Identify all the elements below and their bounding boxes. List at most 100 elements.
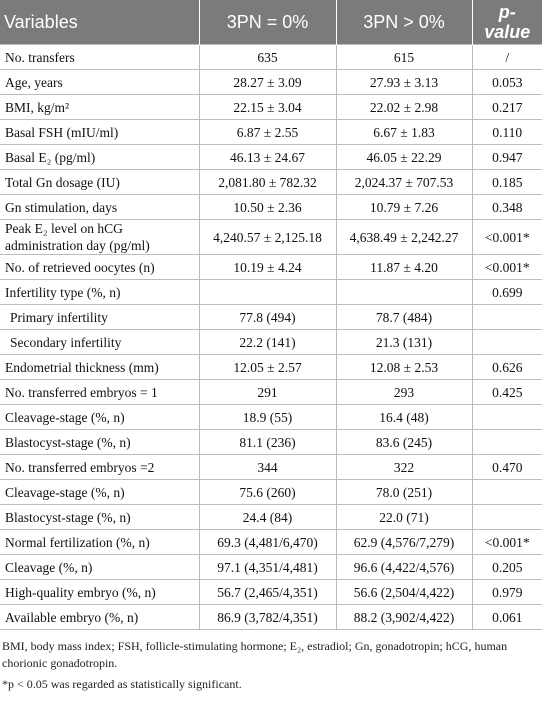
- table-row: Endometrial thickness (mm) 12.05 ± 2.57 12…: [0, 354, 542, 380]
- table-cell: 615: [335, 44, 473, 70]
- table-cell: High-quality embryo (%, n): [0, 579, 200, 605]
- table-cell: 2,024.37 ± 707.53: [335, 169, 473, 195]
- table-cell: 75.6 (260): [198, 479, 337, 505]
- data-table: Variables 3PN = 0% 3PN > 0% p-value No. tra…: [0, 0, 542, 630]
- table-cell: [471, 404, 542, 430]
- table-row: Available embryo (%, n) 86.9 (3,782/4,351…: [0, 604, 542, 630]
- table-cell: Gn stimulation, days: [0, 194, 200, 220]
- table-cell: <0.001*: [471, 254, 542, 280]
- table-cell: Basal FSH (mIU/ml): [0, 119, 200, 145]
- table-cell: 12.05 ± 2.57: [198, 354, 337, 380]
- table-cell: No. transferred embryos = 1: [0, 379, 200, 405]
- table-row: Blastocyst-stage (%, n) 81.1 (236) 83.6 (2…: [0, 429, 542, 455]
- table-cell: 56.6 (2,504/4,422): [335, 579, 473, 605]
- table-row: Infertility type (%, n) 0.699: [0, 279, 542, 305]
- table-row: Secondary infertility 22.2 (141) 21.3 (131…: [0, 329, 542, 355]
- table-cell: 0.053: [471, 69, 542, 95]
- table-cell: 62.9 (4,576/7,279): [335, 529, 473, 555]
- table-cell: 11.87 ± 4.20: [335, 254, 473, 280]
- table-cell: 0.699: [471, 279, 542, 305]
- table-row: Age, years 28.27 ± 3.09 27.93 ± 3.13 0.053: [0, 69, 542, 95]
- header-cell: p-value: [472, 0, 542, 45]
- table-cell: 46.13 ± 24.67: [198, 144, 337, 170]
- table-row: Cleavage (%, n) 97.1 (4,351/4,481) 96.6 (4…: [0, 554, 542, 580]
- table-cell: <0.001*: [471, 529, 542, 555]
- table-cell: Blastocyst-stage (%, n): [0, 429, 200, 455]
- table-cell: Age, years: [0, 69, 200, 95]
- table-cell: [198, 279, 337, 305]
- table-cell: 12.08 ± 2.53: [335, 354, 473, 380]
- table-cell: 293: [335, 379, 473, 405]
- table-cell: Total Gn dosage (IU): [0, 169, 200, 195]
- table-cell: No. transferred embryos =2: [0, 454, 200, 480]
- table-cell: 81.1 (236): [198, 429, 337, 455]
- table-cell: 0.626: [471, 354, 542, 380]
- table-cell: Available embryo (%, n): [0, 604, 200, 630]
- table-cell: No. of retrieved oocytes (n): [0, 254, 200, 280]
- table-cell: [471, 479, 542, 505]
- table-cell: 0.470: [471, 454, 542, 480]
- table-cell: Primary infertility: [0, 304, 200, 330]
- table-row: Cleavage-stage (%, n) 75.6 (260) 78.0 (251…: [0, 479, 542, 505]
- table-cell: 46.05 ± 22.29: [335, 144, 473, 170]
- header-cell: Variables: [0, 0, 200, 45]
- table-cell: 69.3 (4,481/6,470): [198, 529, 337, 555]
- table-cell: 88.2 (3,902/4,422): [335, 604, 473, 630]
- table-cell: BMI, kg/m²: [0, 94, 200, 120]
- table-cell: 77.8 (494): [198, 304, 337, 330]
- table-cell: 24.4 (84): [198, 504, 337, 530]
- table-cell: 0.979: [471, 579, 542, 605]
- table-cell: Basal E₂ (pg/ml): [0, 144, 200, 170]
- table-cell: 97.1 (4,351/4,481): [198, 554, 337, 580]
- table-row: Peak E₂ level on hCG administration day …: [0, 219, 542, 255]
- table-cell: 10.50 ± 2.36: [198, 194, 337, 220]
- table-cell: 0.217: [471, 94, 542, 120]
- table-cell: 21.3 (131): [335, 329, 473, 355]
- table-cell: 0.061: [471, 604, 542, 630]
- table-cell: 56.7 (2,465/4,351): [198, 579, 337, 605]
- table-row: Primary infertility 77.8 (494) 78.7 (484): [0, 304, 542, 330]
- table-cell: /: [471, 44, 542, 70]
- table-cell: 4,638.49 ± 2,242.27: [335, 219, 473, 255]
- table-cell: 22.15 ± 3.04: [198, 94, 337, 120]
- table-cell: Cleavage (%, n): [0, 554, 200, 580]
- table-body: No. transfers 635 615/Age, years 28.27 ± 3.…: [0, 44, 542, 630]
- table-cell: 10.79 ± 7.26: [335, 194, 473, 220]
- table-cell: 322: [335, 454, 473, 480]
- table-row: BMI, kg/m² 22.15 ± 3.04 22.02 ± 2.98 0.217: [0, 94, 542, 120]
- table-cell: 22.2 (141): [198, 329, 337, 355]
- table-cell: 27.93 ± 3.13: [335, 69, 473, 95]
- table-cell: 2,081.80 ± 782.32: [198, 169, 337, 195]
- table-cell: 6.87 ± 2.55: [198, 119, 337, 145]
- table-row: Gn stimulation, days 10.50 ± 2.36 10.79 ± …: [0, 194, 542, 220]
- header-row: Variables 3PN = 0% 3PN > 0% p-value: [0, 0, 542, 45]
- table-cell: 0.425: [471, 379, 542, 405]
- table-cell: 78.7 (484): [335, 304, 473, 330]
- table-cell: Endometrial thickness (mm): [0, 354, 200, 380]
- table-cell: 86.9 (3,782/4,351): [198, 604, 337, 630]
- table-cell: 28.27 ± 3.09: [198, 69, 337, 95]
- table-row: No. of retrieved oocytes (n) 10.19 ± 4.24…: [0, 254, 542, 280]
- footnotes: BMI, body mass index; FSH, follicle-stim…: [2, 638, 540, 693]
- table-cell: [471, 429, 542, 455]
- header-cell: 3PN > 0%: [336, 0, 473, 45]
- table-cell: 83.6 (245): [335, 429, 473, 455]
- table-row: No. transferred embryos =2 344 322 0.470: [0, 454, 542, 480]
- table-cell: Infertility type (%, n): [0, 279, 200, 305]
- table-cell: Peak E₂ level on hCG administration day …: [0, 219, 200, 255]
- table-cell: 18.9 (55): [198, 404, 337, 430]
- table-row: Cleavage-stage (%, n) 18.9 (55) 16.4 (48): [0, 404, 542, 430]
- table-row: Total Gn dosage (IU) 2,081.80 ± 782.32 2,0…: [0, 169, 542, 195]
- table-cell: 635: [198, 44, 337, 70]
- table-cell: [471, 304, 542, 330]
- table-cell: Blastocyst-stage (%, n): [0, 504, 200, 530]
- table-row: Basal E₂ (pg/ml) 46.13 ± 24.67 46.05 ± 22.…: [0, 144, 542, 170]
- table-cell: 16.4 (48): [335, 404, 473, 430]
- table-cell: No. transfers: [0, 44, 200, 70]
- table-cell: Secondary infertility: [0, 329, 200, 355]
- table-cell: 6.67 ± 1.83: [335, 119, 473, 145]
- table-cell: 0.110: [471, 119, 542, 145]
- footnote: *p < 0.05 was regarded as statistically …: [2, 677, 242, 691]
- table-cell: [471, 504, 542, 530]
